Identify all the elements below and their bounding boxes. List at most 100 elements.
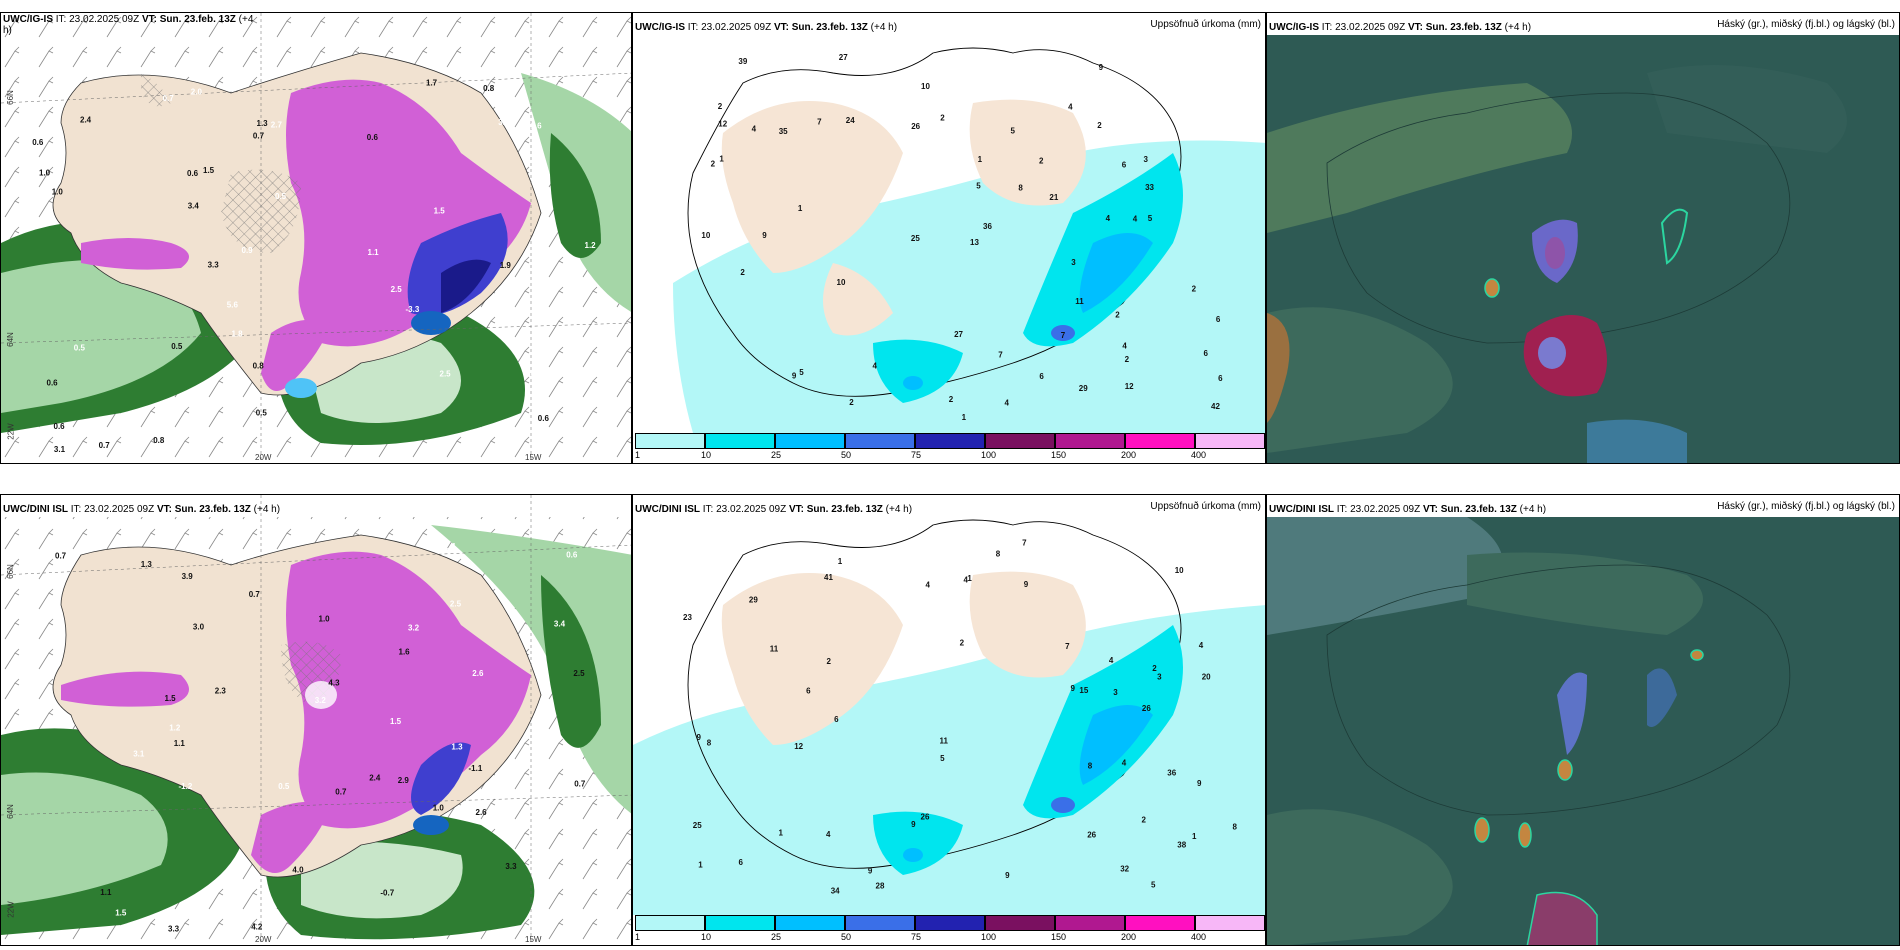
colorbar-tick-label: 200 [1121, 450, 1137, 460]
map-value-label: 3.0 [191, 926, 203, 935]
map-value-label: 1.3 [451, 742, 463, 751]
map-value-label: 0.6 [47, 378, 59, 387]
map-value-label: 1 [719, 155, 724, 164]
panel-top-left-temperature-map: UWC/IG-IS IT: 23.02.2025 09Z VT: Sun. 23… [0, 12, 632, 464]
map-value-label: 2 [740, 268, 745, 277]
map-value-label: 1.0 [433, 804, 445, 813]
map-value-label: 11 [770, 645, 779, 654]
colorbar-tick-label: 1 [635, 932, 641, 942]
map-value-label: 5 [1011, 126, 1016, 135]
colorbar-tick-label: 25 [771, 450, 782, 460]
map-value-label: 0.6 [32, 138, 44, 147]
precipitation-labels: 2412112410112023262825293841263989999897… [683, 538, 1238, 895]
map-value-label: 1.2 [585, 241, 597, 250]
map-value-label: 2 [849, 398, 854, 407]
panel-title: UWC/DINI ISL IT: 23.02.2025 09Z VT: Sun.… [635, 504, 913, 515]
map-value-label: 2 [1097, 121, 1102, 130]
map-value-label: 11 [1075, 297, 1084, 306]
map-value-label: 8 [707, 738, 712, 747]
map-value-label: 26 [921, 813, 930, 822]
map-value-label: 1.1 [174, 739, 186, 748]
map-value-label: 38 [1177, 840, 1186, 849]
map-value-label: 2.5 [391, 285, 403, 294]
map-value-label: 10 [1175, 566, 1184, 575]
map-value-label: 2.6 [155, 409, 167, 418]
map-value-label: 9 [762, 231, 767, 240]
map-value-label: 3.0 [193, 622, 205, 631]
temperature-labels: 0.7 1.0 0.6 -1.2 0.7 1.4 1.0 1.3 3.3 1.5 2.3 2.5 3.0… [34, 529, 586, 934]
colorbar-cell [635, 915, 705, 931]
map-value-label: 0.7 [335, 788, 347, 797]
map-value-label: 4 [1199, 641, 1204, 650]
map-value-label: 1 [962, 413, 967, 422]
map-value-label: 3 [1071, 258, 1076, 267]
map-value-label: 9 [868, 866, 873, 875]
panel-bottom-mid-precipitation-map: UWC/DINI ISL IT: 23.02.2025 09Z VT: Sun.… [632, 494, 1266, 946]
temperature-labels: 0.6 0.5 0.9 0.7 1.3 2.0 1.5 1.6 2.7 1.8 2.4 3.1 2.5 3… [32, 79, 596, 454]
map-value-label: 26 [1087, 830, 1096, 839]
map-value-label: 29 [1079, 384, 1088, 393]
map-value-label: 0.5 [256, 408, 268, 417]
colorbar-cell [1195, 915, 1265, 931]
map-value-label: 6 [834, 715, 839, 724]
map-value-label: 3.1 [54, 445, 66, 454]
colorbar-tick-label: 1 [635, 450, 641, 460]
map-value-label: 6 [1216, 315, 1221, 324]
colorbar-tick-label: 400 [1191, 932, 1207, 942]
colorbar-tick-label: 150 [1051, 450, 1067, 460]
map-value-label: 1.6 [531, 122, 543, 131]
panel-title: UWC/IG-IS IT: 23.02.2025 09Z VT: Sun. 23… [3, 14, 254, 36]
map-value-label: 2 [1142, 816, 1147, 825]
colorbar-cell [775, 433, 845, 449]
map-value-label: 2.4 [369, 773, 381, 782]
colorbar-tick-label: 10 [701, 932, 712, 942]
map-value-label: 11 [940, 736, 949, 745]
map-value-label: 1.4 [444, 542, 456, 551]
colorbar-tick-label: 25 [771, 932, 782, 942]
colorbar-tick-label: 75 [911, 450, 922, 460]
colorbar-tick-label: 400 [1191, 450, 1207, 460]
colorbar-tick-label: 150 [1051, 932, 1067, 942]
map-value-label: 1.5 [434, 207, 446, 216]
lat-label-64n: 64N [5, 332, 15, 347]
map-value-label: 0.5 [275, 192, 287, 201]
map-value-label: 1.3 [141, 560, 153, 569]
map-value-label: 3.3 [168, 925, 180, 934]
lon-label-15w: 15W [525, 453, 542, 462]
map-value-label: 3.3 [208, 260, 220, 269]
colorbar-cell [915, 915, 985, 931]
map-value-label: 1.0 [34, 529, 46, 538]
map-value-label: 0.7 [249, 590, 261, 599]
map-value-label: 1.5 [203, 166, 215, 175]
panel-variable-title: Háský (gr.), miðský (fj.bl.) og lágský (… [1717, 19, 1895, 30]
map-value-label: 4 [1122, 759, 1127, 768]
map-value-label: 1.5 [390, 717, 402, 726]
map-value-label: 1 [779, 829, 784, 838]
map-value-label: 3.9 [182, 572, 194, 581]
map-value-label: 1.5 [115, 908, 127, 917]
map-value-label: 1.7 [426, 79, 438, 88]
map-value-label: 10 [701, 231, 710, 240]
colorbar-cell [705, 915, 775, 931]
lon-label-22w: 22W [6, 901, 16, 918]
map-value-label: 21 [1049, 193, 1058, 202]
map-value-label: 8 [1233, 822, 1238, 831]
map-value-label: 39 [738, 57, 747, 66]
map-value-label: 27 [839, 53, 848, 62]
map-value-label: 1 [838, 557, 843, 566]
map-value-label: 2.9 [398, 776, 410, 785]
map-value-label: 2.5 [573, 669, 585, 678]
map-value-label: 2 [1192, 285, 1197, 294]
colorbar-cell [985, 915, 1055, 931]
map-value-label: 2 [960, 639, 965, 648]
map-value-label: 0.8 [153, 436, 165, 445]
map-value-label: 4 [873, 362, 878, 371]
lon-label-15w: 15W [525, 935, 542, 944]
map-value-label: 3 [1113, 688, 1118, 697]
colorbar-cell [705, 433, 775, 449]
map-value-label: 32 [1120, 865, 1129, 874]
lat-label-66n: 66N [5, 564, 15, 579]
map-value-label: 1 [798, 204, 803, 213]
map-value-label: 1.8 [232, 330, 244, 339]
map-value-label: -1.1 [469, 764, 483, 773]
